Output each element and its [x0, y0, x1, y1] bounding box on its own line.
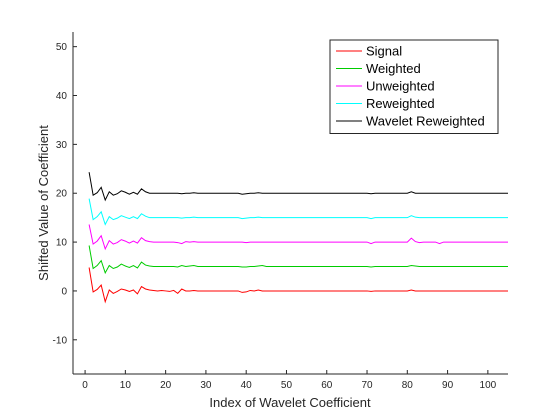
x-tick-label: 10 — [120, 380, 132, 391]
series-line-weighted — [88, 245, 508, 275]
y-tick-label: 50 — [56, 42, 68, 53]
x-tick-label: 30 — [200, 380, 212, 391]
legend-label-reweighted: Reweighted — [366, 96, 435, 111]
legend: Signal Weighted Unweighted Reweighted Wavele… — [329, 39, 499, 134]
legend-label-wavelet-reweighted: Wavelet Reweighted — [366, 114, 485, 129]
x-tick-label: 90 — [442, 380, 454, 391]
y-tick-label: 30 — [56, 140, 68, 151]
x-tick-label: 20 — [160, 380, 172, 391]
legend-label-unweighted: Unweighted — [366, 79, 435, 94]
y-tick-label: 0 — [61, 286, 67, 297]
y-tick-label: 10 — [56, 238, 68, 249]
axes-layer: 0 10 20 30 40 50 60 70 80 90 100 -10 0 10 20 30 40 50 — [53, 32, 508, 391]
x-axis-label: Index of Wavelet Coefficient — [209, 395, 371, 410]
x-tick-label: 100 — [480, 380, 497, 391]
y-tick-label: 40 — [56, 91, 68, 102]
series-line-unweighted — [88, 224, 508, 251]
series-line-reweighted — [88, 198, 508, 226]
legend-label-signal: Signal — [366, 44, 402, 59]
x-tick-label: 0 — [82, 380, 88, 391]
legend-label-weighted: Weighted — [366, 61, 421, 76]
series-line-wavelet-reweighted — [88, 172, 508, 202]
x-tick-label: 80 — [402, 380, 414, 391]
legend-box — [329, 39, 499, 134]
y-tick-label: 20 — [56, 189, 68, 200]
y-tick-label: -10 — [53, 335, 68, 346]
x-tick-label: 60 — [321, 380, 333, 391]
series-layer — [88, 172, 508, 304]
x-tick-label: 70 — [361, 380, 373, 391]
series-line-signal — [88, 267, 508, 304]
y-axis-label: Shifted Value of Coefficient — [36, 125, 51, 281]
x-tick-label: 40 — [241, 380, 253, 391]
x-tick-label: 50 — [281, 380, 293, 391]
